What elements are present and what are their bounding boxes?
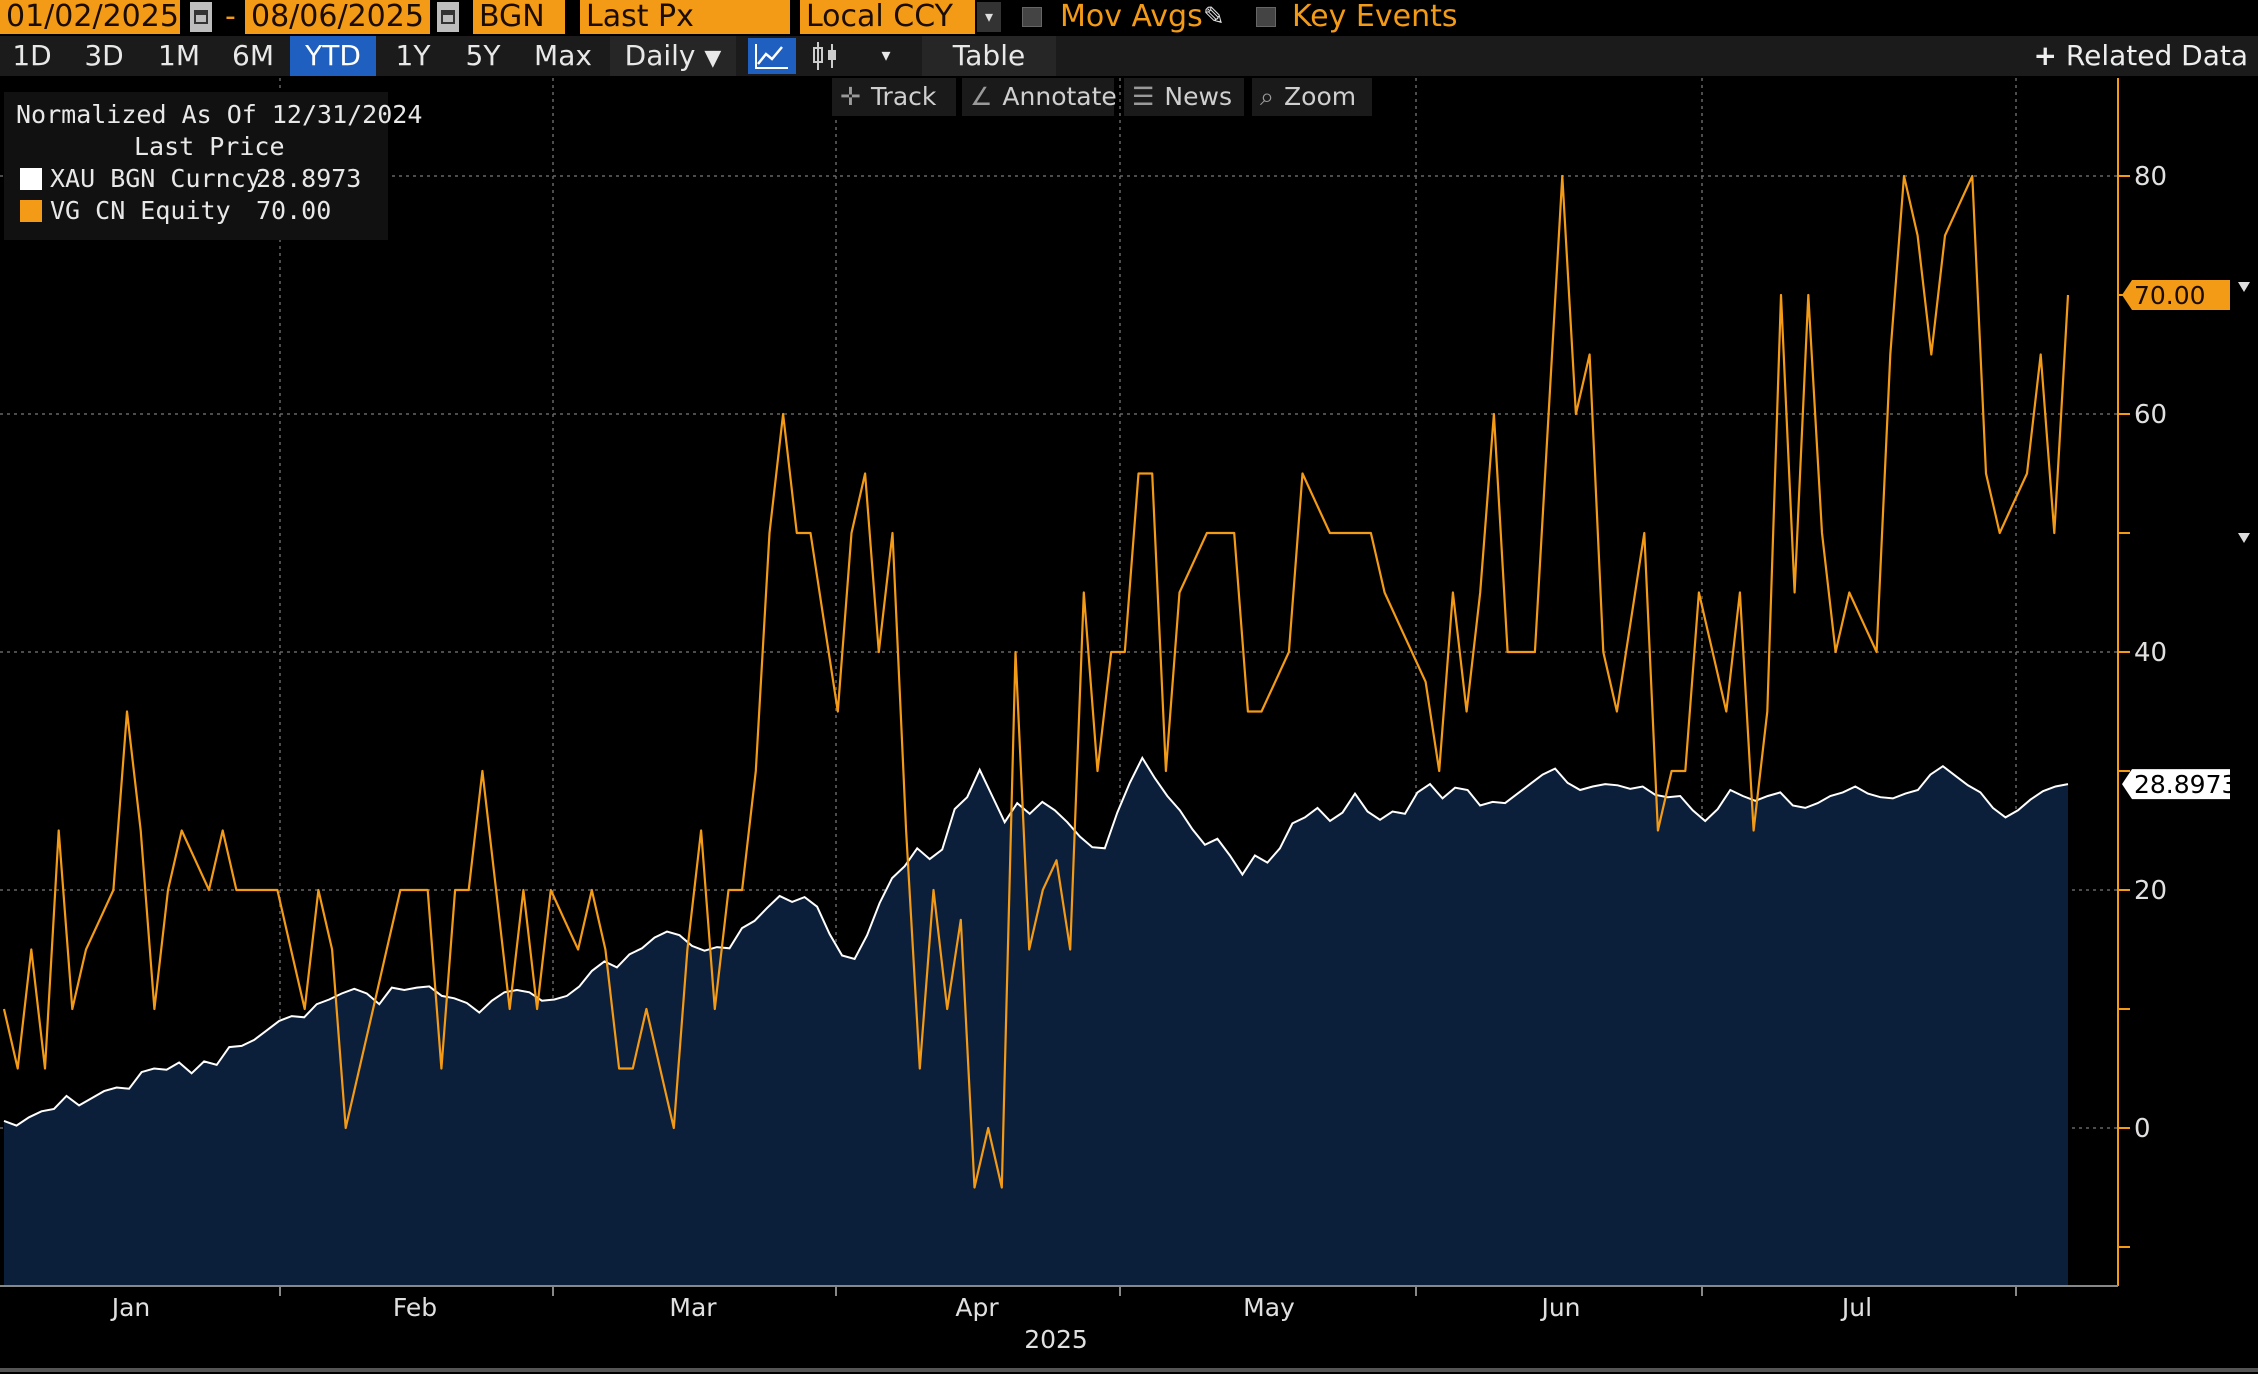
- frequency-selector[interactable]: Daily ▼: [610, 36, 736, 76]
- scroll-down-icon: [2238, 533, 2250, 543]
- legend-series-value: 28.8973: [256, 164, 362, 193]
- range-ytd-button[interactable]: YTD: [290, 36, 376, 76]
- range-6m-button[interactable]: 6M: [232, 39, 274, 72]
- crosshair-icon: ✛: [840, 82, 861, 111]
- range-1m-button[interactable]: 1M: [158, 39, 200, 72]
- scroll-down-icon: [2238, 282, 2250, 292]
- annotate-label: Annotate: [1002, 82, 1117, 111]
- x-month-label: Jul: [1840, 1293, 1872, 1322]
- legend-subtitle: Last Price: [134, 132, 285, 161]
- date-separator: -: [225, 0, 236, 34]
- candlestick-icon[interactable]: [802, 38, 850, 74]
- key-events-toggle[interactable]: Key Events: [1292, 0, 1458, 34]
- xau-area-fill: [4, 757, 2068, 1286]
- dropdown-arrow-icon[interactable]: ▾: [881, 45, 891, 66]
- xau-last-value-label: 28.8973: [2134, 770, 2237, 799]
- annotate-tool[interactable]: ∠ Annotate: [962, 78, 1117, 116]
- table-button[interactable]: Table: [922, 36, 1056, 76]
- legend-series-name: VG CN Equity: [50, 196, 231, 225]
- vg-last-value-tag: [2122, 280, 2230, 310]
- mov-avgs-toggle[interactable]: Mov Avgs: [1060, 0, 1203, 34]
- related-data-label: Related Data: [2065, 39, 2248, 72]
- y-tick-label: 0: [2134, 1114, 2151, 1144]
- security-toolbar: 01/02/2025 - 08/06/2025 BGN Last Px Loca…: [0, 0, 2258, 34]
- range-1y-button[interactable]: 1Y: [395, 39, 431, 72]
- news-tool[interactable]: ☰ News: [1124, 78, 1244, 116]
- series-lines: [2, 174, 2070, 1189]
- currency-selector[interactable]: Local CCY: [800, 0, 975, 34]
- vg-last-value-label: 70.00: [2134, 281, 2206, 310]
- checkbox-icon[interactable]: [1256, 7, 1276, 27]
- xau-last-value-tag: [2122, 769, 2230, 800]
- zoom-label: Zoom: [1284, 82, 1357, 111]
- x-month-label: May: [1243, 1293, 1295, 1322]
- calendar-icon[interactable]: [437, 2, 459, 32]
- x-month-label: Feb: [393, 1293, 437, 1322]
- legend-series-value: 70.00: [256, 196, 332, 225]
- y-tick-label: 60: [2134, 400, 2167, 430]
- range-5y-button[interactable]: 5Y: [465, 39, 501, 72]
- legend-series-name: XAU BGN Curncy: [50, 164, 261, 193]
- range-bar: 1D 3D 1M 6M YTD 1Y 5Y Max Daily ▼ ▾ Tabl…: [0, 36, 2258, 76]
- field-selector[interactable]: Last Px: [580, 0, 790, 34]
- y-tick-label: 80: [2134, 162, 2167, 192]
- y-tick-label: 20: [2134, 876, 2167, 906]
- chart-legend: Normalized As Of 12/31/2024 Last Price X…: [4, 92, 422, 240]
- frequency-label: Daily: [624, 39, 696, 72]
- related-data-button[interactable]: + Related Data: [2034, 36, 2248, 76]
- track-label: Track: [870, 82, 937, 111]
- track-tool[interactable]: ✛ Track: [832, 78, 956, 116]
- line-chart-icon[interactable]: [748, 38, 796, 74]
- pencil-icon[interactable]: ✎: [1203, 2, 1225, 32]
- range-3d-button[interactable]: 3D: [84, 39, 124, 72]
- x-month-label: Mar: [669, 1293, 717, 1322]
- pen-icon: ∠: [970, 82, 993, 111]
- xau-series-line: [3, 755, 2069, 1127]
- list-icon: ☰: [1132, 82, 1155, 111]
- news-label: News: [1164, 82, 1232, 111]
- frequency-arrow-icon: ▼: [704, 46, 722, 71]
- range-max-button[interactable]: Max: [534, 39, 592, 72]
- checkbox-icon[interactable]: [1022, 7, 1042, 27]
- source-field[interactable]: BGN: [473, 0, 565, 34]
- x-month-label: Jan: [110, 1293, 151, 1322]
- dropdown-arrow-icon[interactable]: ▾: [977, 2, 1001, 32]
- magnifier-icon: ⌕: [1260, 82, 1275, 111]
- x-month-label: Jun: [1539, 1293, 1580, 1322]
- legend-swatch: [20, 168, 42, 190]
- plus-icon: +: [2033, 39, 2057, 72]
- x-axis: Jan Feb Mar Apr May Jun Jul 2025: [0, 1285, 2258, 1372]
- end-date-field[interactable]: 08/06/2025: [245, 0, 430, 34]
- x-month-label: Apr: [955, 1293, 999, 1322]
- legend-swatch: [20, 200, 42, 222]
- zoom-tool[interactable]: ⌕ Zoom: [1252, 78, 1372, 116]
- vg-series-line: [2, 174, 2070, 1189]
- legend-title: Normalized As Of 12/31/2024: [16, 100, 423, 129]
- x-year-label: 2025: [1024, 1325, 1088, 1354]
- calendar-icon[interactable]: [190, 2, 212, 32]
- range-1d-button[interactable]: 1D: [12, 39, 52, 72]
- y-tick-label: 40: [2134, 638, 2167, 668]
- legend-entry-vg[interactable]: VG CN Equity: [20, 196, 231, 225]
- chart-grid: [0, 78, 2118, 1286]
- legend-entry-xau[interactable]: XAU BGN Curncy: [20, 164, 261, 193]
- start-date-field[interactable]: 01/02/2025: [0, 0, 180, 34]
- y-axis: 0 20 40 60 80 70.00 28.8973: [2117, 78, 2250, 1286]
- xau-area: [4, 757, 2068, 1286]
